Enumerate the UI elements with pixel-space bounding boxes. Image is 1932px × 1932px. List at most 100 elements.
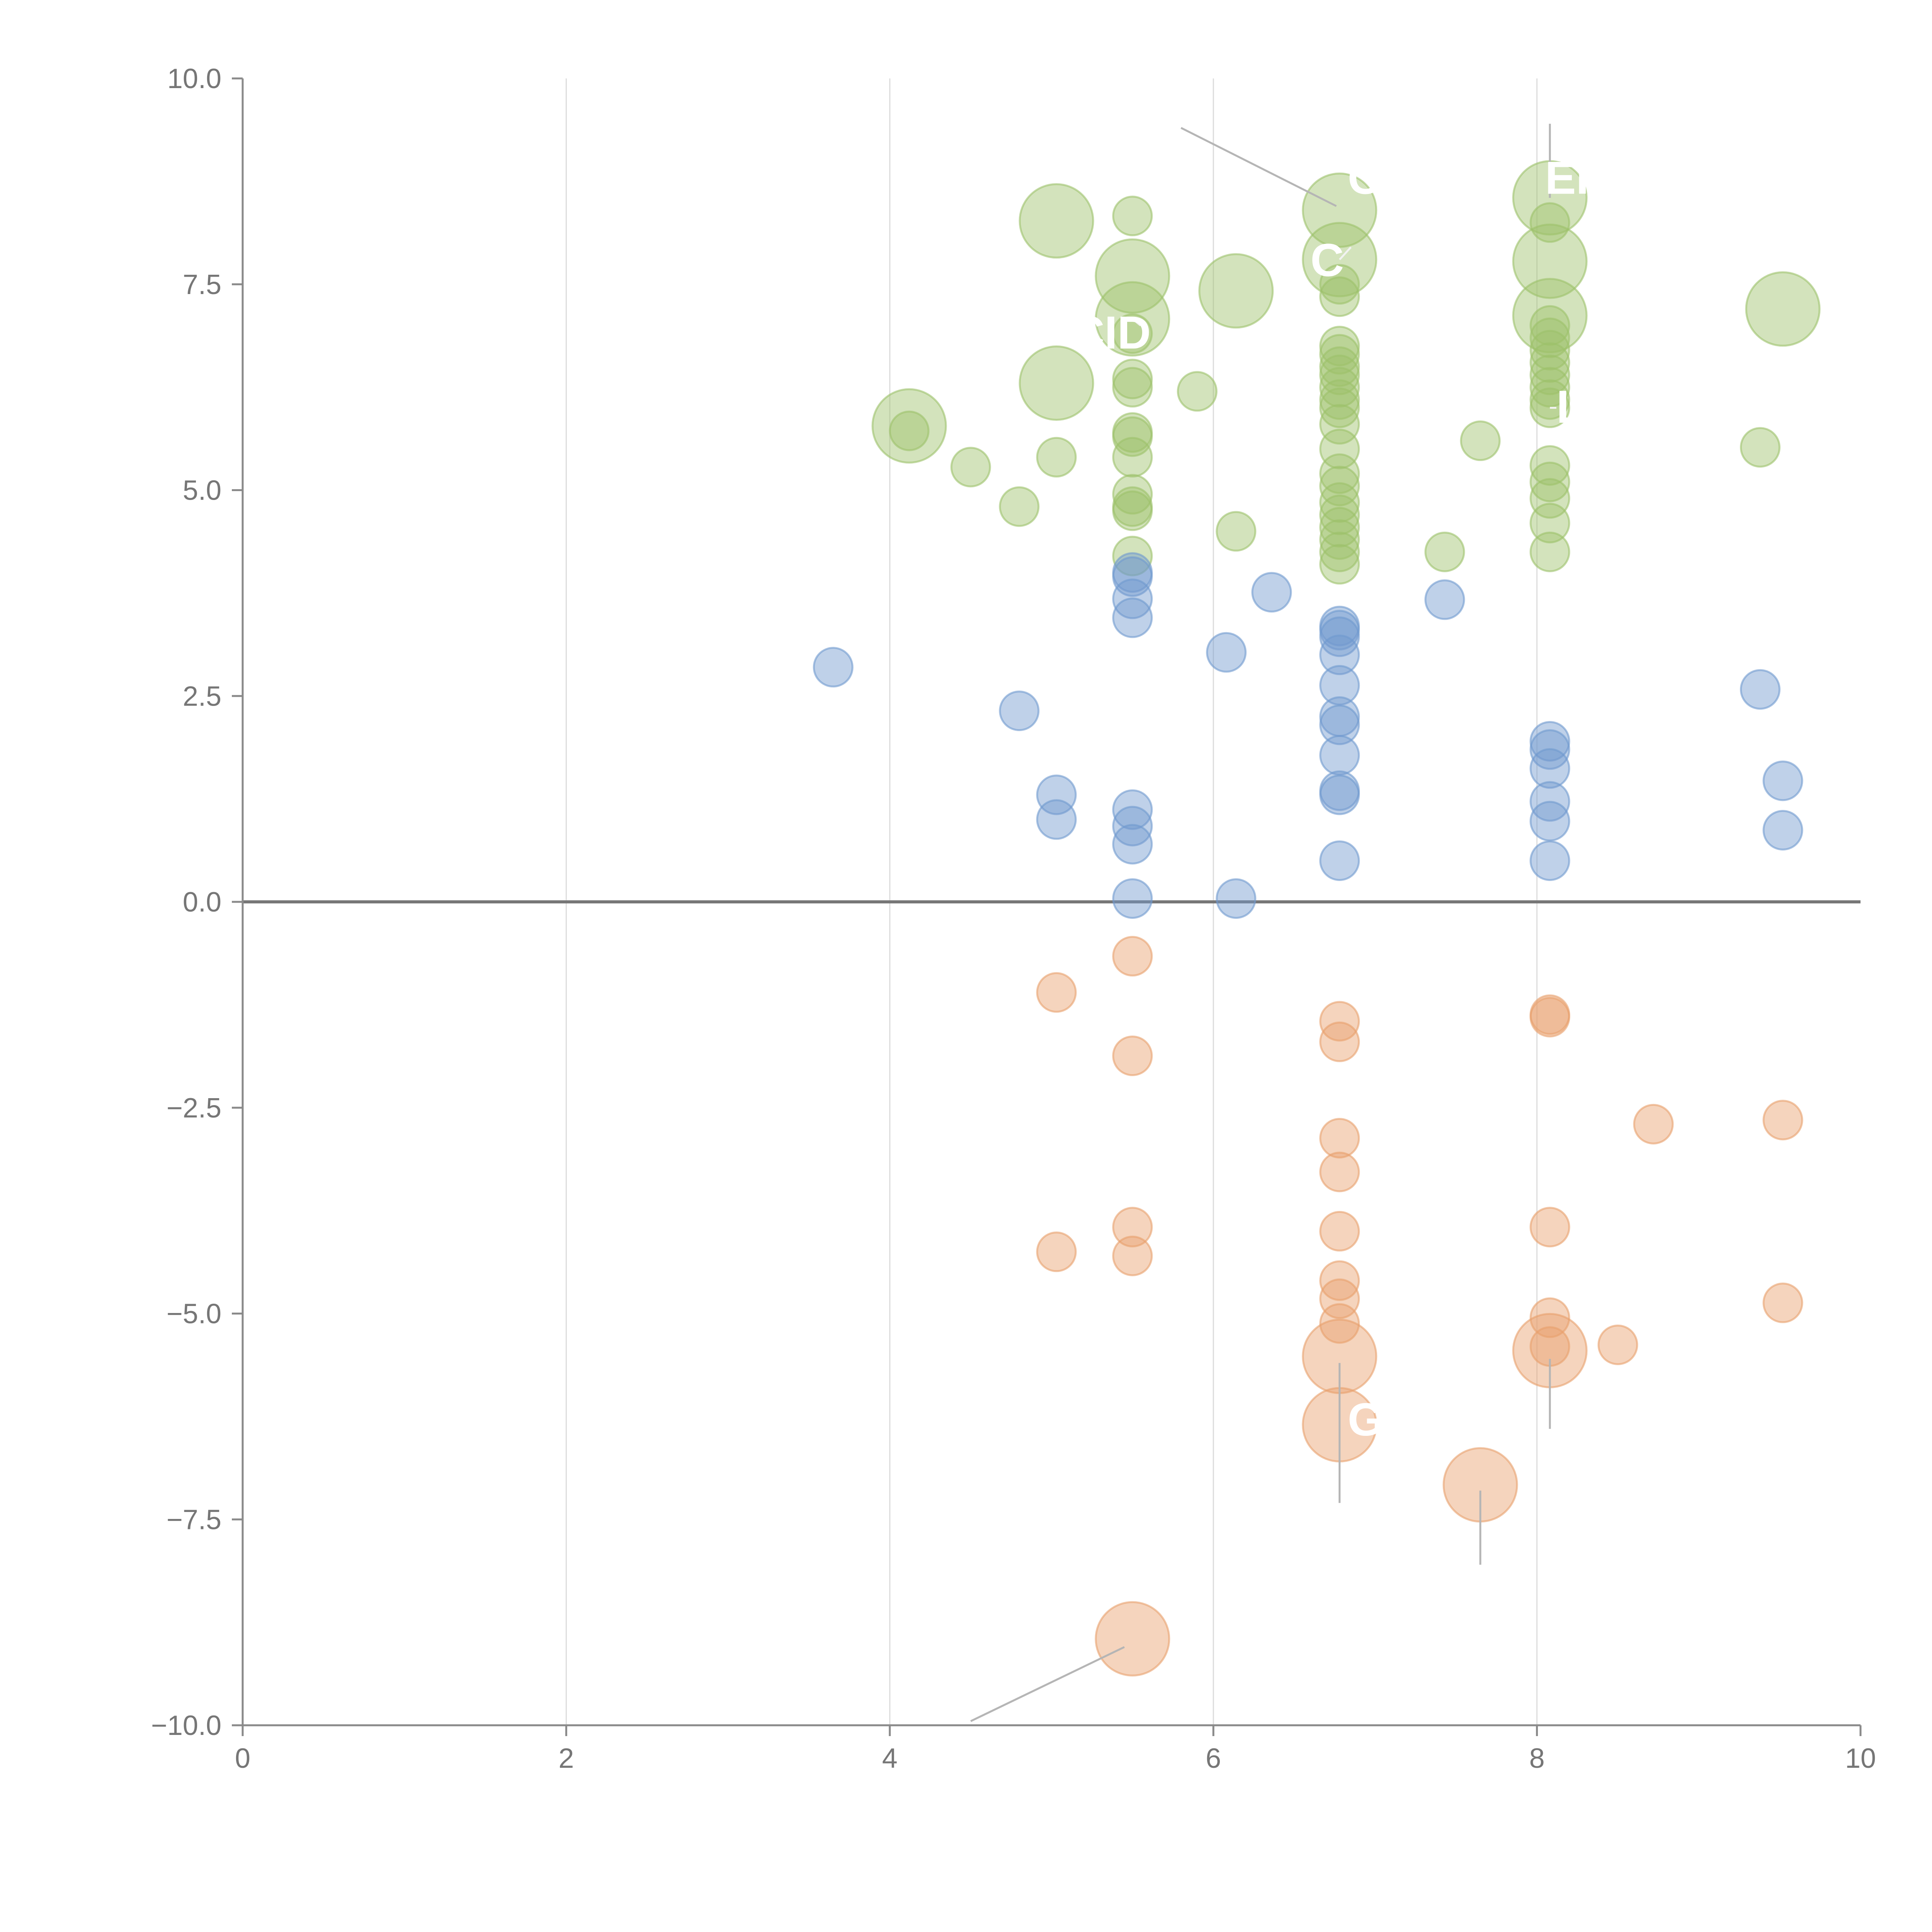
annotation-group: C ER C CID L G — [970, 124, 1610, 1722]
orange-bubble — [1319, 1303, 1360, 1344]
green-bubble — [1319, 531, 1360, 572]
blue-bubble — [1112, 806, 1153, 847]
green-bubble — [1319, 482, 1360, 523]
orange-bubble — [1529, 1207, 1570, 1248]
orange-bubble — [1319, 1001, 1360, 1042]
blue-bubble — [813, 647, 854, 688]
orange-bubble — [1762, 1100, 1803, 1141]
annotation-label: C — [1348, 152, 1381, 204]
blue-bubble — [1529, 840, 1570, 881]
annotation-label: ER — [1545, 152, 1610, 204]
orange-bubble — [1762, 1282, 1803, 1323]
blue-bubble — [1319, 634, 1360, 675]
green-bubble — [1529, 531, 1570, 572]
blue-bubble — [1762, 760, 1803, 801]
green-bubble — [1529, 202, 1570, 243]
annotation-label: C — [1310, 234, 1344, 286]
x-tick-label: 4 — [882, 1743, 898, 1774]
green-bubble — [1319, 264, 1360, 305]
blue-bubble — [999, 690, 1040, 731]
orange-bubble — [1597, 1324, 1638, 1365]
blue-bubble — [1206, 632, 1247, 673]
green-bubble — [1319, 346, 1360, 387]
orange-bubble — [1036, 972, 1077, 1013]
x-tick-label: 10 — [1845, 1743, 1876, 1774]
x-tick-label: 6 — [1206, 1743, 1221, 1774]
green-bubble — [1319, 334, 1360, 375]
green-bubble — [1529, 330, 1570, 371]
blue-bubble — [1319, 704, 1360, 745]
green-bubble — [999, 486, 1040, 527]
y-tick-label: 0.0 — [183, 887, 221, 918]
green-bubble — [950, 447, 991, 488]
y-tick-label: 5.0 — [183, 475, 221, 506]
green-bubble — [1529, 305, 1570, 346]
y-tick-label: 7.5 — [183, 269, 221, 300]
y-tick-label: −10.0 — [151, 1710, 221, 1741]
orange-bubble — [1112, 1207, 1153, 1248]
blue-bubble — [1112, 556, 1153, 597]
green-bubble — [1198, 253, 1274, 329]
annotation-leader-line — [1338, 247, 1352, 260]
green-bubble — [1319, 494, 1360, 535]
orange-bubble — [1529, 1297, 1570, 1338]
orange-bubble — [1112, 1035, 1153, 1076]
green-bubble — [1319, 453, 1360, 494]
green-bubble — [1112, 359, 1153, 400]
x-tick-label: 2 — [558, 1743, 574, 1774]
green-bubble — [1319, 466, 1360, 507]
green-bubble — [1319, 354, 1360, 395]
green-bubble — [1112, 196, 1153, 236]
green-bubble — [1745, 271, 1821, 347]
annotation-label: G — [1348, 1394, 1384, 1446]
green-bubble — [1319, 429, 1360, 469]
blue-bubble — [1319, 774, 1360, 815]
blue-bubble — [1529, 748, 1570, 789]
green-bubble — [1529, 445, 1570, 486]
orange-bubble — [1319, 1260, 1360, 1301]
green-bubble — [1529, 342, 1570, 383]
blue-bubble — [1319, 840, 1360, 881]
annotation-leader-line — [970, 1646, 1125, 1722]
blue-bubble — [1216, 878, 1257, 919]
green-bubble — [1319, 544, 1360, 585]
green-bubble — [1019, 345, 1094, 421]
bubble-series-group — [813, 160, 1821, 1677]
green-bubble — [1019, 183, 1094, 259]
y-tick-label: −7.5 — [167, 1504, 221, 1535]
green-bubble — [1740, 427, 1781, 468]
blue-bubble — [1036, 799, 1077, 840]
orange-bubble — [1319, 1151, 1360, 1192]
green-bubble — [1529, 503, 1570, 544]
annotation-label: CID — [1071, 307, 1151, 359]
green-bubble — [1319, 404, 1360, 445]
blue-bubble — [1424, 579, 1465, 620]
green-bubble — [1529, 478, 1570, 519]
green-bubble — [1460, 420, 1501, 461]
green-bubble — [1529, 317, 1570, 358]
orange-bubble — [1319, 1278, 1360, 1319]
green-bubble — [1112, 416, 1153, 457]
green-bubble — [1529, 354, 1570, 395]
y-tick-label: −2.5 — [167, 1093, 221, 1124]
orange-bubble — [1036, 1231, 1077, 1272]
green-bubble — [1319, 387, 1360, 428]
orange-bubble — [1095, 1601, 1170, 1677]
blue-bubble — [1112, 878, 1153, 919]
blue-bubble — [1319, 616, 1360, 657]
blue-bubble — [1251, 572, 1292, 613]
green-bubble — [1216, 511, 1257, 552]
x-axis-ticks: 0 2 4 6 8 10 — [235, 1725, 1876, 1774]
blue-bubble — [1112, 597, 1153, 638]
y-tick-label: 2.5 — [183, 681, 221, 712]
green-bubble — [1319, 326, 1360, 367]
annotation-label: L — [1556, 381, 1585, 433]
green-bubble — [1319, 367, 1360, 408]
orange-bubble — [1112, 936, 1153, 977]
y-axis-ticks: −10.0 −7.5 −5.0 −2.5 0.0 2.5 5.0 7.5 10.0 — [151, 63, 243, 1741]
green-bubble — [1529, 367, 1570, 408]
blue-bubble — [1529, 801, 1570, 842]
orange-bubble — [1319, 1118, 1360, 1159]
green-bubble — [1112, 367, 1153, 408]
